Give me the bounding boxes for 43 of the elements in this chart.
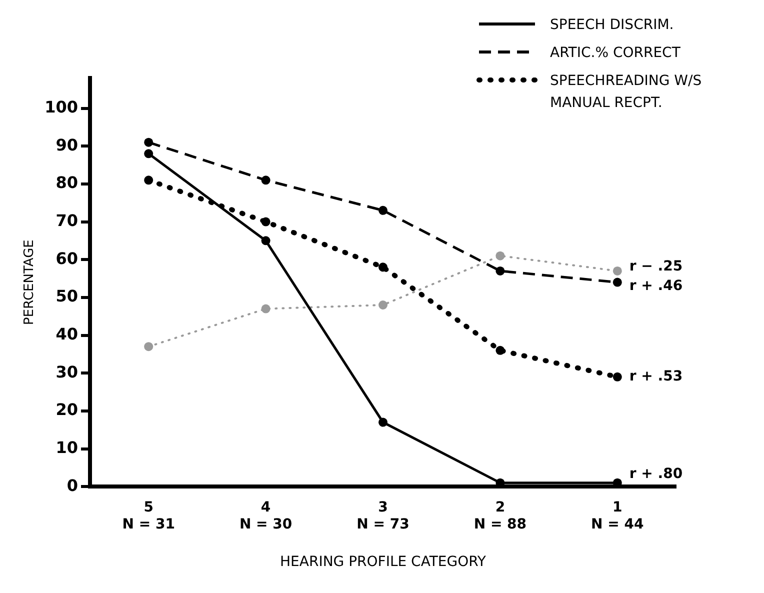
- annotation: r + .53: [629, 368, 683, 385]
- y-tick-label: 40: [56, 324, 78, 344]
- x-tick-label: 3 N = 73: [356, 500, 410, 532]
- y-tick-label: 100: [44, 97, 78, 116]
- point: [378, 262, 388, 272]
- point: [261, 176, 270, 185]
- point: [496, 251, 505, 260]
- y-tick-label: 30: [56, 362, 78, 382]
- legend-label: SPEECHREADING W/S MANUAL RECPT.: [550, 72, 703, 113]
- point: [612, 278, 622, 287]
- point: [261, 304, 270, 314]
- y-tick-label: 60: [56, 248, 78, 268]
- x-tick-label: 2 N = 88: [474, 500, 527, 532]
- y-tick-label: 10: [56, 438, 78, 457]
- legend-label: SPEECH DISCRIM.: [550, 16, 675, 35]
- y-tick-label: 50: [56, 286, 78, 306]
- point: [144, 138, 154, 147]
- point: [144, 149, 154, 158]
- annotation: r + .46: [629, 278, 683, 294]
- point: [261, 236, 270, 246]
- y-tick-label: 70: [56, 210, 78, 230]
- point: [612, 266, 622, 276]
- y-tick-label: 80: [56, 173, 78, 192]
- x-axis-title: HEARING PROFILE CATEGORY: [280, 554, 486, 570]
- point: [144, 176, 154, 185]
- point: [496, 266, 505, 276]
- y-tick-label: 0: [66, 476, 78, 495]
- x-tick-label: 4 N = 30: [239, 500, 292, 532]
- point: [378, 418, 388, 427]
- y-tick-label: 90: [56, 135, 78, 154]
- point: [378, 300, 388, 310]
- y-axis-title: PERCENTAGE: [22, 240, 38, 325]
- legend-label: ARTIC.% CORRECT: [550, 44, 682, 63]
- x-tick-label: 1 N = 44: [591, 500, 644, 532]
- point: [496, 346, 505, 355]
- x-tick-label: 5 N = 31: [122, 500, 175, 532]
- point: [378, 206, 388, 215]
- point: [261, 217, 270, 226]
- annotation: r − .25: [629, 258, 683, 275]
- annotation: r + .80: [629, 466, 683, 482]
- point: [612, 372, 622, 382]
- point: [144, 342, 154, 352]
- y-tick-label: 20: [56, 400, 78, 420]
